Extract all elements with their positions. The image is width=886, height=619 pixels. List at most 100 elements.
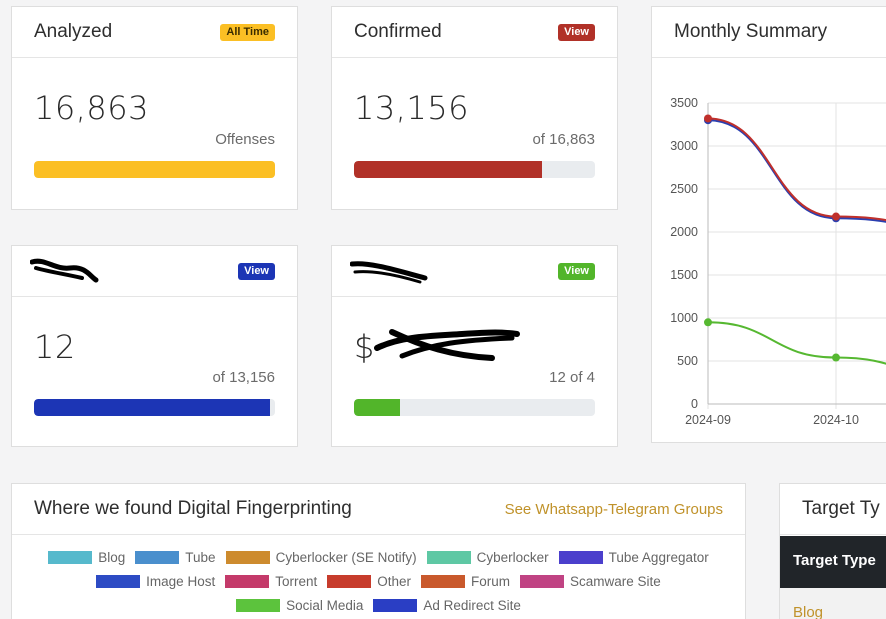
analyzed-card: Analyzed All Time 16,863 Offenses [11, 6, 298, 210]
target-type-row-blog[interactable]: Blog [793, 604, 824, 619]
fingerprinting-header: Where we found Digital Fingerprinting Se… [12, 484, 745, 535]
title-redaction-scribble [350, 261, 428, 284]
redacted-progress-fill [34, 399, 271, 416]
target-type-card: Target Ty Target Type Blog [779, 483, 886, 619]
redacted-view-badge[interactable]: View [238, 262, 275, 280]
legend-swatch [558, 551, 603, 564]
redacted-subtext: of 13,156 [212, 369, 275, 386]
legend-swatch [236, 599, 281, 612]
y-tick-label: 2000 [670, 225, 698, 239]
monthly-summary-header: Monthly Summary [652, 7, 886, 58]
settled-subtext: 12 of 4 [549, 369, 595, 386]
monthly-summary-title: Monthly Summary [674, 21, 828, 42]
value-redaction-scribble [374, 329, 520, 361]
legend-swatch [48, 551, 93, 564]
legend-swatch [373, 599, 418, 612]
confirmed-progress-bar [354, 161, 595, 178]
legend-item[interactable]: Cyberlocker (SE Notify) [225, 546, 417, 570]
legend-item[interactable]: Torrent [225, 570, 317, 594]
legend-item[interactable]: Ad Redirect Site [373, 594, 521, 618]
legend-label: Blog [98, 550, 126, 565]
redacted-value: 12 [34, 328, 76, 366]
legend-label: Tube [185, 550, 216, 565]
series-point [832, 353, 840, 362]
target-type-header: Target Ty [780, 484, 886, 535]
legend-swatch [225, 551, 270, 564]
settled-value: $ [354, 328, 375, 366]
legend-swatch [520, 575, 565, 588]
monthly-summary-chart: 3500 3000 2500 2000 1500 1000 500 0 2024-09 2024-… [670, 96, 886, 427]
y-tick-label: 0 [691, 397, 698, 411]
analyzed-title: Analyzed [34, 21, 113, 42]
redacted-card: View 12 of 13,156 [11, 245, 298, 447]
settled-view-badge[interactable]: View [558, 262, 595, 280]
fingerprinting-legend: Blog Tube Cyberlocker (SE Notify) Cyberlock… [12, 546, 745, 618]
legend-item[interactable]: Cyberlocker [426, 546, 549, 570]
settled-card: View $ 12 of 4 [331, 245, 618, 447]
legend-swatch [225, 575, 270, 588]
monthly-summary-card: Monthly Summary 3500 3000 2500 2000 1500 1000… [651, 6, 886, 443]
legend-swatch [96, 575, 141, 588]
legend-swatch [426, 551, 471, 564]
legend-label: Torrent [275, 574, 318, 589]
legend-item[interactable]: Forum [421, 570, 510, 594]
legend-swatch [327, 575, 372, 588]
y-tick-label: 3500 [670, 96, 698, 110]
target-type-title: Target Ty [802, 498, 880, 519]
series-point [832, 212, 840, 221]
legend-label: Social Media [286, 598, 364, 613]
fingerprinting-title: Where we found Digital Fingerprinting [34, 498, 352, 519]
legend-label: Ad Redirect Site [423, 598, 521, 613]
confirmed-card-header: Confirmed View [332, 7, 617, 58]
legend-item[interactable]: Tube Aggregator [558, 546, 709, 570]
legend-row: Blog Tube Cyberlocker (SE Notify) Cyberlock… [32, 546, 725, 570]
y-tick-label: 3000 [670, 139, 698, 153]
legend-item[interactable]: Image Host [96, 570, 215, 594]
legend-row: Social Media Ad Redirect Site [32, 594, 725, 618]
legend-row: Image Host Torrent Other Forum Scamware Site [32, 570, 725, 594]
confirmed-card: Confirmed View 13,156 of 16,863 [331, 6, 618, 210]
whatsapp-telegram-link[interactable]: See Whatsapp-Telegram Groups [504, 500, 723, 518]
legend-label: Scamware Site [570, 574, 661, 589]
series-line [707, 321, 886, 365]
settled-card-header: View [332, 246, 617, 297]
target-type-table-header: Target Type [780, 536, 886, 588]
redaction-scribble [30, 258, 99, 283]
series-line [707, 117, 886, 222]
y-tick-label: 2500 [670, 182, 698, 196]
confirmed-title: Confirmed [354, 21, 442, 42]
legend-label: Image Host [146, 574, 216, 589]
target-type-column-header[interactable]: Target Type [793, 552, 876, 569]
confirmed-view-badge[interactable]: View [558, 23, 595, 41]
legend-label: Cyberlocker [476, 550, 549, 565]
analyzed-progress-bar [34, 161, 275, 178]
analyzed-card-header: Analyzed All Time [12, 7, 297, 58]
confirmed-value: 13,156 [354, 89, 469, 127]
series-point [704, 114, 712, 123]
redacted-progress-bar [34, 399, 275, 416]
analyzed-progress-fill [34, 161, 275, 178]
legend-item[interactable]: Scamware Site [520, 570, 661, 594]
settled-progress-fill [354, 399, 400, 416]
legend-swatch [135, 551, 180, 564]
all-time-badge: All Time [220, 23, 275, 41]
legend-label: Forum [471, 574, 511, 589]
x-tick-label: 2024-09 [685, 413, 731, 427]
analyzed-value: 16,863 [34, 89, 149, 127]
redacted-card-header: View [12, 246, 297, 297]
x-tick-label: 2024-10 [813, 413, 859, 427]
y-tick-label: 1500 [670, 268, 698, 282]
legend-item[interactable]: Tube [135, 546, 216, 570]
legend-item[interactable]: Social Media [236, 594, 363, 618]
settled-progress-bar [354, 399, 595, 416]
target-type-row: Blog [780, 588, 886, 619]
legend-label: Tube Aggregator [608, 550, 709, 565]
fingerprinting-card: Where we found Digital Fingerprinting Se… [11, 483, 746, 619]
legend-item[interactable]: Other [327, 570, 411, 594]
series-line [707, 119, 886, 223]
legend-label: Other [377, 574, 411, 589]
legend-label: Cyberlocker (SE Notify) [275, 550, 417, 565]
y-tick-label: 500 [677, 354, 698, 368]
legend-item[interactable]: Blog [48, 546, 125, 570]
legend-swatch [421, 575, 465, 588]
